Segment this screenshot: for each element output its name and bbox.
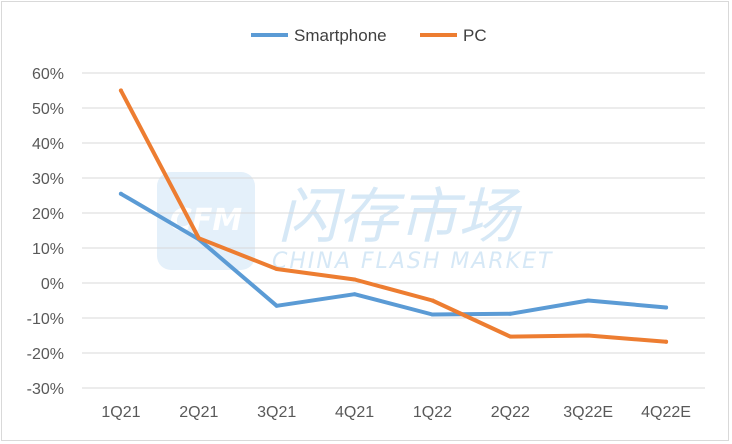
legend-label-smartphone: Smartphone	[294, 26, 387, 45]
y-tick-label: 50%	[32, 101, 64, 118]
x-tick-label: 2Q21	[179, 404, 218, 421]
x-tick-label: 4Q22E	[641, 404, 691, 421]
y-tick-label: 10%	[32, 241, 64, 258]
y-tick-label: -30%	[27, 381, 64, 398]
x-tick-label: 3Q22E	[563, 404, 613, 421]
y-tick-label: 0%	[41, 276, 64, 293]
data-point-smartphone	[430, 312, 435, 317]
y-tick-label: -10%	[27, 311, 64, 328]
series-line-pc	[118, 88, 669, 344]
y-tick-label: 40%	[32, 136, 64, 153]
data-point-pc	[508, 334, 513, 339]
data-point-pc	[430, 298, 435, 303]
legend: Smartphone PC	[251, 26, 487, 45]
y-tick-label: -20%	[27, 346, 64, 363]
legend-label-pc: PC	[463, 26, 487, 45]
data-point-smartphone	[508, 311, 513, 316]
data-point-pc	[118, 88, 123, 93]
x-tick-label: 4Q21	[335, 404, 374, 421]
data-point-smartphone	[586, 298, 591, 303]
x-axis-ticks: 1Q21 2Q21 3Q21 4Q21 1Q22 2Q22 3Q22E 4Q22E	[101, 404, 691, 421]
y-tick-label: 30%	[32, 171, 64, 188]
data-point-smartphone	[118, 191, 123, 196]
y-tick-label: 60%	[32, 66, 64, 83]
data-point-smartphone	[664, 305, 669, 310]
watermark-en-text: CHINA FLASH MARKET	[272, 249, 553, 274]
x-tick-label: 3Q21	[257, 404, 296, 421]
watermark-cn-text: 闪存市场	[278, 182, 523, 252]
data-point-pc	[196, 236, 201, 241]
series-line-smartphone	[118, 191, 669, 317]
watermark: CFM 闪存市场 CHINA FLASH MARKET	[157, 172, 553, 274]
x-tick-label: 1Q21	[101, 404, 140, 421]
x-tick-label: 1Q22	[413, 404, 452, 421]
y-tick-label: 20%	[32, 206, 64, 223]
watermark-logo-box	[157, 172, 255, 270]
data-point-pc	[352, 277, 357, 282]
y-axis-ticks: 60% 50% 40% 30% 20% 10% 0% -10% -20% -30%	[27, 66, 64, 398]
data-point-pc	[274, 267, 279, 271]
series-group	[118, 88, 669, 344]
watermark-logo-text: CFM	[170, 203, 243, 238]
data-point-smartphone	[352, 292, 357, 297]
data-point-pc	[664, 339, 669, 344]
data-point-smartphone	[274, 303, 279, 308]
data-point-pc	[586, 333, 591, 338]
x-tick-label: 2Q22	[491, 404, 530, 421]
